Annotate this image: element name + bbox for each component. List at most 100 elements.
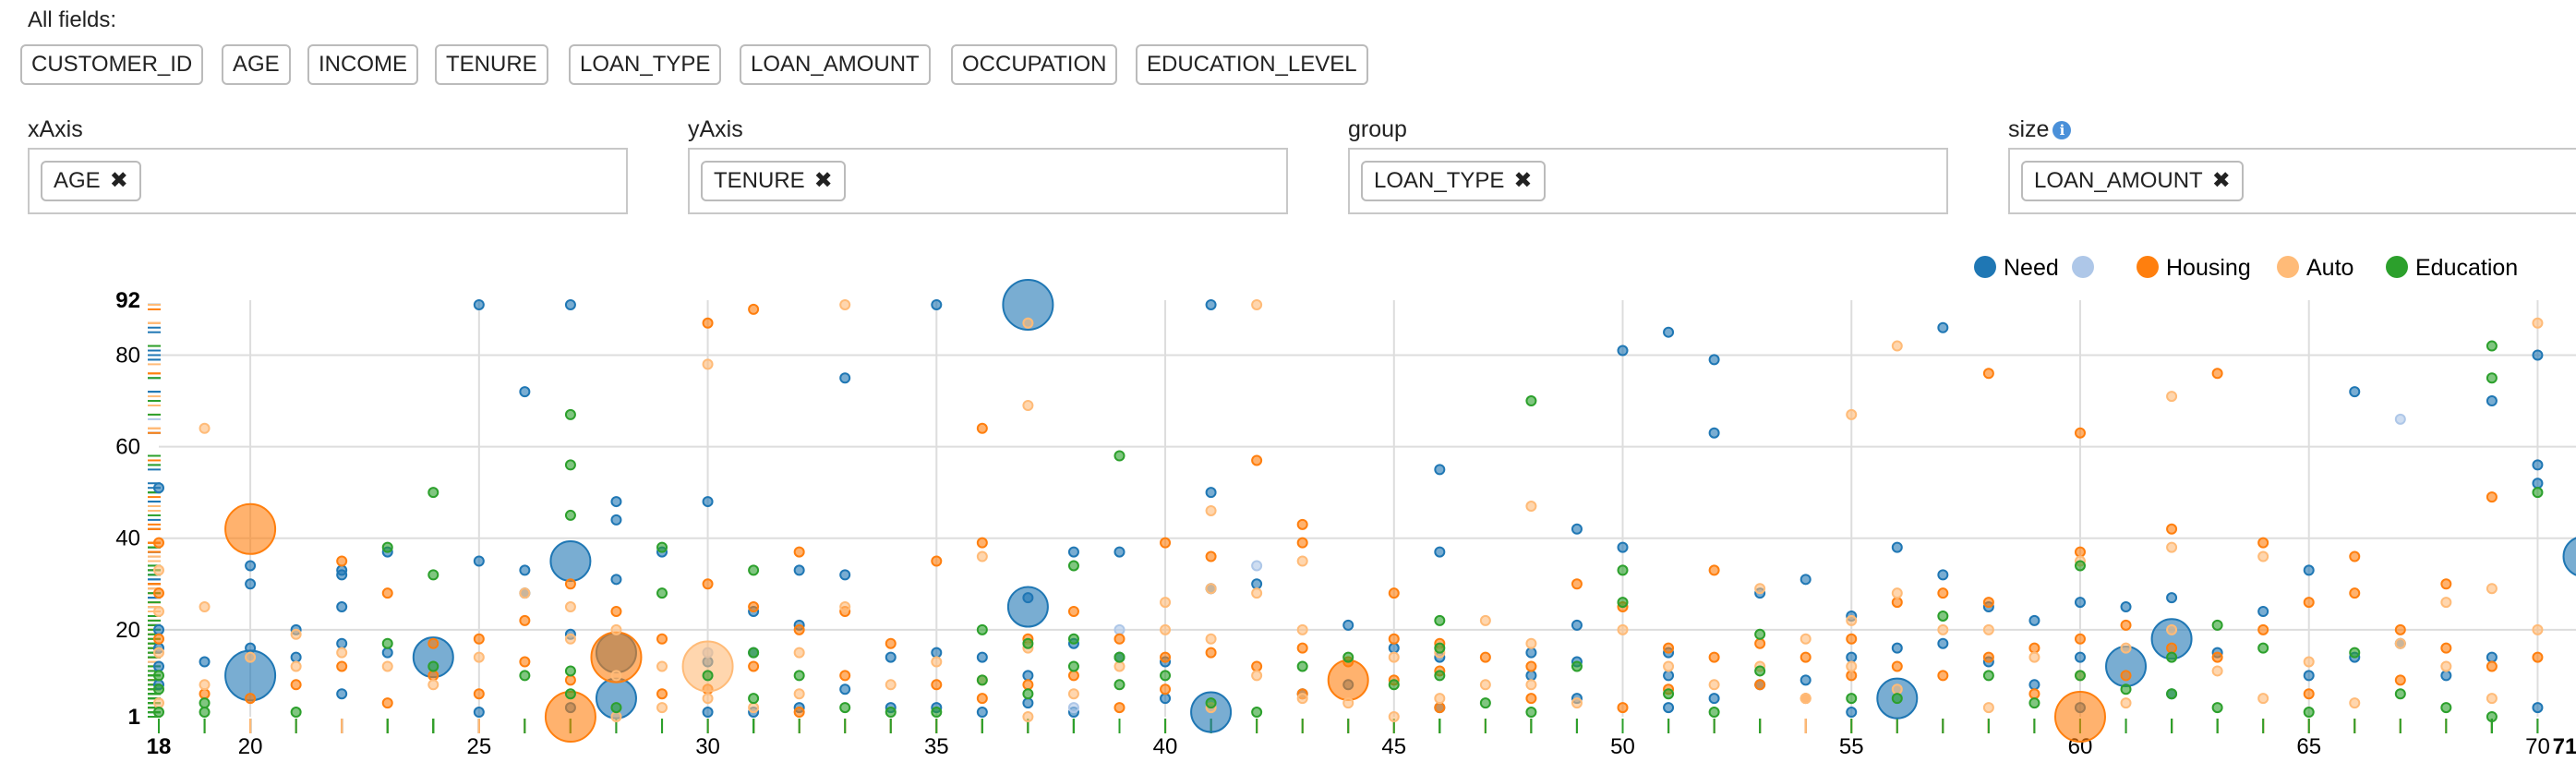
data-point — [702, 496, 714, 508]
data-point — [1160, 623, 1172, 635]
data-point — [1525, 679, 1537, 691]
data-point — [1296, 642, 1308, 654]
data-point — [153, 683, 164, 695]
data-point — [2074, 560, 2086, 572]
legend-label: Auto — [2306, 255, 2353, 281]
data-point — [1296, 660, 1308, 672]
data-point — [290, 679, 302, 691]
data-point — [2028, 679, 2040, 691]
data-point — [1434, 642, 1446, 654]
data-point — [1327, 659, 1369, 701]
remove-icon[interactable]: ✖ — [2211, 168, 2231, 193]
data-point — [519, 614, 531, 626]
data-point — [1479, 651, 1491, 663]
data-point — [153, 670, 164, 682]
data-point — [2166, 642, 2178, 654]
x-tick-label: 45 — [1381, 734, 1406, 759]
field-chip-education-level[interactable]: EDUCATION_LEVEL — [1136, 44, 1368, 85]
data-point — [1708, 693, 1720, 705]
data-point — [976, 537, 988, 549]
data-point — [1113, 679, 1125, 691]
data-point — [1205, 487, 1217, 499]
info-icon[interactable]: i — [2052, 121, 2072, 139]
data-point — [336, 660, 348, 672]
data-point — [564, 601, 576, 613]
group-pill[interactable]: LOAN_TYPE ✖ — [1361, 161, 1546, 201]
data-point — [2028, 688, 2040, 700]
field-chip-age[interactable]: AGE — [222, 44, 291, 85]
data-point — [1022, 711, 1034, 722]
data-point — [1617, 623, 1629, 635]
data-point — [656, 541, 668, 553]
data-point — [381, 587, 393, 599]
data-point — [2074, 546, 2086, 558]
data-point — [931, 555, 943, 567]
data-point — [1846, 633, 1858, 645]
data-point — [1800, 674, 1812, 686]
data-point — [2166, 651, 2178, 663]
data-point — [427, 487, 439, 499]
xaxis-dropzone[interactable]: AGE ✖ — [28, 148, 628, 214]
data-point — [2074, 670, 2086, 682]
size-pill[interactable]: LOAN_AMOUNT ✖ — [2021, 161, 2244, 201]
xaxis-label: xAxis — [28, 116, 83, 142]
remove-icon[interactable]: ✖ — [1513, 168, 1533, 193]
data-point — [1800, 574, 1812, 586]
yaxis-pill[interactable]: TENURE ✖ — [701, 161, 846, 201]
data-point — [245, 578, 257, 590]
field-chip-occupation[interactable]: OCCUPATION — [951, 44, 1118, 85]
yaxis-dropzone[interactable]: TENURE ✖ — [688, 148, 1288, 214]
data-point — [1571, 578, 1583, 590]
data-point — [793, 707, 805, 719]
field-chip-tenure[interactable]: TENURE — [435, 44, 548, 85]
data-point — [153, 623, 164, 635]
data-point — [1846, 614, 1858, 626]
data-point — [1617, 597, 1629, 609]
data-point — [1067, 688, 1079, 700]
data-point — [381, 541, 393, 553]
data-point — [224, 502, 277, 555]
data-point — [1708, 564, 1720, 576]
data-point — [245, 560, 257, 572]
data-point — [2053, 691, 2106, 743]
size-dropzone[interactable]: LOAN_AMOUNT ✖ — [2008, 148, 2576, 214]
data-point — [1891, 597, 1903, 609]
data-point — [748, 564, 760, 576]
data-point — [2166, 391, 2178, 403]
yaxis-label: yAxis — [688, 116, 743, 142]
data-point — [1846, 693, 1858, 705]
field-chip-loan-amount[interactable]: LOAN_AMOUNT — [740, 44, 931, 85]
data-point — [290, 707, 302, 719]
data-point — [931, 298, 943, 310]
data-point — [1022, 637, 1034, 649]
data-point — [1891, 660, 1903, 672]
xaxis-pill[interactable]: AGE ✖ — [41, 161, 141, 201]
data-point — [2074, 597, 2086, 609]
remove-icon[interactable]: ✖ — [109, 168, 128, 193]
data-point — [1663, 660, 1675, 672]
data-point — [1296, 518, 1308, 530]
x-tick-label: 70 — [2525, 734, 2550, 759]
field-chip-customer-id[interactable]: CUSTOMER_ID — [20, 44, 204, 85]
field-chip-loan-type[interactable]: LOAN_TYPE — [569, 44, 722, 85]
field-chip-income[interactable]: INCOME — [307, 44, 418, 85]
data-point — [1937, 670, 1949, 682]
data-point — [1937, 610, 1949, 622]
data-point — [976, 623, 988, 635]
data-point — [2120, 670, 2132, 682]
data-point — [1708, 354, 1720, 366]
data-point — [1434, 702, 1446, 714]
data-point — [1022, 317, 1034, 329]
data-point — [1251, 587, 1263, 599]
group-dropzone[interactable]: LOAN_TYPE ✖ — [1348, 148, 1948, 214]
data-point — [2303, 670, 2315, 682]
legend-label: Need — [2004, 255, 2059, 281]
group-label: group — [1348, 116, 1407, 142]
data-point — [1160, 683, 1172, 695]
data-point — [2166, 592, 2178, 604]
data-point — [1022, 399, 1034, 411]
data-point — [931, 656, 943, 668]
remove-icon[interactable]: ✖ — [813, 168, 833, 193]
data-point — [1113, 702, 1125, 714]
